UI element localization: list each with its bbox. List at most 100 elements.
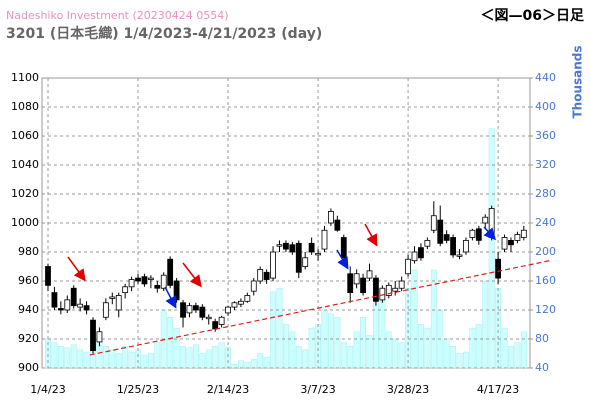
volume-layer xyxy=(45,128,527,369)
volume-bar xyxy=(257,353,264,369)
candle-body xyxy=(463,239,469,253)
volume-bar xyxy=(231,364,238,369)
candle-body xyxy=(501,237,508,250)
volume-bar xyxy=(192,344,199,369)
volume-bar xyxy=(237,360,244,369)
volume-bar xyxy=(167,317,174,369)
volume-bar xyxy=(514,342,521,369)
candle-body xyxy=(520,229,527,238)
subtitle: 3201 (日本毛織) 1/4/2023-4/21/2023 (day) xyxy=(6,25,322,42)
candle-body xyxy=(102,302,109,318)
volume-bar xyxy=(244,361,251,369)
volume-bar xyxy=(57,346,64,369)
volume-bar xyxy=(520,331,527,369)
candle-body xyxy=(289,244,296,253)
volume-bar xyxy=(475,324,482,369)
candle-body xyxy=(366,270,373,279)
volume-bar xyxy=(385,331,392,369)
arrows xyxy=(67,223,497,309)
volume-bar xyxy=(340,342,347,369)
candle-body xyxy=(424,239,431,247)
candle-body xyxy=(302,257,309,267)
y2-tick-label: 400 xyxy=(535,100,556,113)
volume-bar xyxy=(154,342,161,369)
volume-bar xyxy=(360,317,367,369)
volume-bar xyxy=(135,349,141,369)
volume-bar xyxy=(456,353,463,369)
volume-bar xyxy=(424,327,431,369)
candle-body xyxy=(244,295,251,302)
candle-body xyxy=(508,239,514,246)
volume-bar xyxy=(398,342,405,369)
candle-body xyxy=(270,251,276,279)
volume-bar xyxy=(218,342,225,369)
candle-body xyxy=(283,242,289,250)
candle-body xyxy=(450,237,456,256)
candle-body xyxy=(334,219,341,231)
y2-tick-label: 440 xyxy=(535,71,556,84)
candle-body xyxy=(482,216,489,224)
candle-body xyxy=(205,316,212,320)
volume-bar xyxy=(488,128,495,369)
candle-body xyxy=(128,279,135,288)
candle-body xyxy=(418,247,424,259)
candle-body xyxy=(186,305,193,314)
volume-bar xyxy=(270,291,277,369)
candle-body xyxy=(430,215,437,231)
candle-body xyxy=(263,271,270,280)
candle-layer xyxy=(45,201,527,354)
arrow xyxy=(483,226,497,241)
volume-bar xyxy=(463,351,469,369)
candle-body xyxy=(173,280,180,301)
x-tick-label: 3/7/23 xyxy=(300,383,335,396)
candle-body xyxy=(456,254,463,257)
volume-bar xyxy=(173,327,180,369)
y2-tick-label: 200 xyxy=(535,245,556,258)
candle-body xyxy=(257,268,264,282)
volume-bar xyxy=(186,347,193,369)
candle-body xyxy=(154,284,161,289)
volume-bar xyxy=(366,335,373,369)
volume-bar xyxy=(430,269,437,369)
candle-body xyxy=(64,299,71,311)
y2-tick-label: 120 xyxy=(535,303,556,316)
candle-body xyxy=(218,316,225,325)
x-tick-label: 3/28/23 xyxy=(387,383,429,396)
volume-bar xyxy=(501,327,508,369)
candle-body xyxy=(180,302,186,318)
x-tick-label: 4/17/23 xyxy=(477,383,519,396)
candle-body xyxy=(411,251,418,262)
candle-body xyxy=(225,306,231,314)
y-tick-label: 1040 xyxy=(11,158,39,171)
plot-area xyxy=(41,77,531,369)
volume-bar xyxy=(276,288,283,369)
y-tick-label: 920 xyxy=(18,332,39,345)
y-tick-label: 1000 xyxy=(11,216,39,229)
candle-body xyxy=(475,228,482,241)
arrow xyxy=(336,249,349,270)
candle-body xyxy=(57,308,64,311)
candle-body xyxy=(96,331,103,343)
candle-body xyxy=(199,306,206,318)
candle-body xyxy=(122,286,129,293)
y2-axis-label: Thousands xyxy=(571,45,585,118)
volume-bar xyxy=(347,346,354,369)
volume-bar xyxy=(392,338,399,369)
volume-bar xyxy=(109,349,116,369)
candle-body xyxy=(141,276,148,285)
x-tick-label: 1/4/23 xyxy=(30,383,65,396)
volume-bar xyxy=(508,346,514,369)
volume-bar xyxy=(212,346,219,369)
candle-body xyxy=(83,305,90,311)
volume-bar xyxy=(411,269,418,369)
y-tick-label: 900 xyxy=(18,361,39,374)
volume-bar xyxy=(308,327,315,369)
candle-body xyxy=(45,266,51,286)
arrow xyxy=(164,286,177,309)
y2-tick-label: 320 xyxy=(535,158,556,171)
volume-bar xyxy=(199,353,206,369)
candle-body xyxy=(77,303,84,308)
volume-bar xyxy=(450,346,457,369)
volume-bar xyxy=(147,353,154,369)
